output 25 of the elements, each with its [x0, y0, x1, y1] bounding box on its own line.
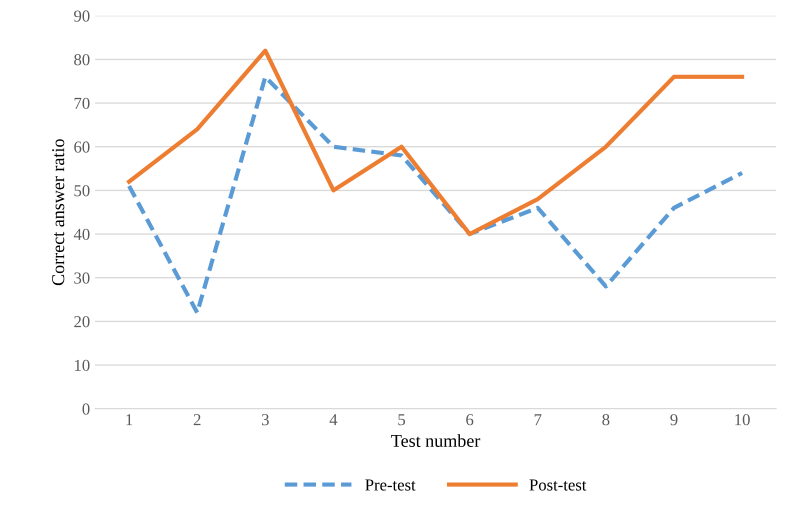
- x-tick-label: 4: [330, 414, 338, 426]
- y-axis-title: Correct answer ratio: [52, 139, 64, 286]
- x-tick-label: 3: [262, 414, 269, 426]
- x-tick-label: 8: [602, 414, 610, 426]
- x-tick-label: 1: [126, 414, 132, 426]
- y-tick-label: 20: [74, 316, 90, 328]
- y-tick-label: 50: [74, 185, 90, 196]
- x-tick-label: 6: [466, 414, 474, 426]
- y-tick-label: 60: [74, 141, 90, 153]
- y-tick-label: 80: [74, 54, 90, 66]
- y-tick-label: 30: [74, 272, 90, 284]
- x-tick-label: 7: [534, 414, 542, 426]
- y-tick-label: 40: [74, 228, 90, 240]
- y-tick-label: 90: [74, 10, 90, 22]
- x-tick-label: 5: [398, 414, 406, 426]
- legend-label: Post-test: [529, 479, 586, 491]
- x-tick-label: 10: [735, 414, 750, 426]
- x-axis-title: Test number: [391, 434, 480, 447]
- y-tick-label: 70: [74, 98, 90, 109]
- y-tick-label: 0: [82, 403, 90, 415]
- legend-label: Pre-test: [365, 479, 416, 491]
- x-tick-label: 9: [670, 414, 678, 426]
- x-tick-label: 2: [194, 414, 200, 426]
- line-series: [127, 48, 744, 236]
- y-tick-label: 10: [74, 360, 90, 371]
